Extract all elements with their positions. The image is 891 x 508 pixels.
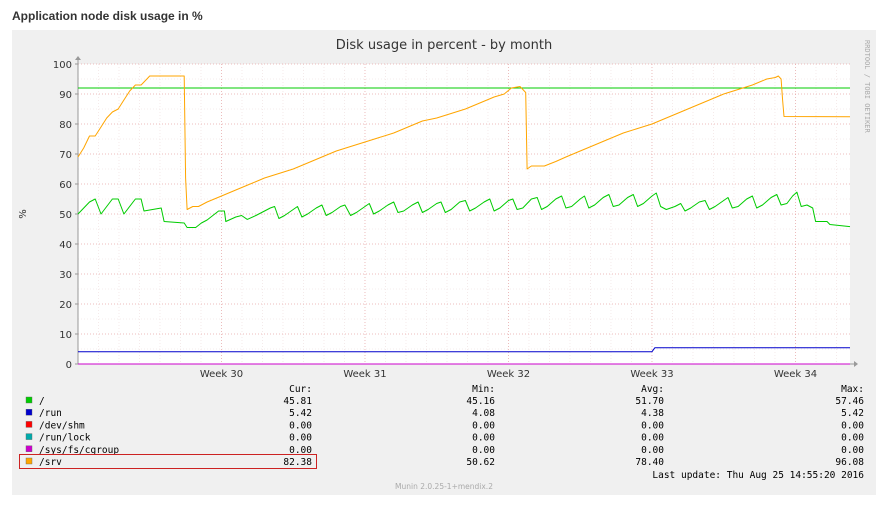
- legend-value: 45.16: [466, 396, 495, 407]
- x-tick-label: Week 34: [774, 369, 817, 380]
- legend-series-name: /dev/shm: [39, 420, 85, 431]
- legend-value: 5.42: [289, 408, 312, 419]
- legend-swatch: [25, 445, 33, 452]
- y-tick-label: 20: [59, 300, 72, 311]
- grid-lines: [77, 63, 850, 365]
- legend-value: 51.70: [635, 396, 664, 407]
- legend-value: 0.00: [289, 433, 312, 444]
- legend-value: 57.46: [835, 396, 864, 407]
- y-tick-label: 70: [59, 150, 72, 161]
- legend-swatch: [25, 421, 33, 428]
- y-tick-label: 100: [53, 60, 72, 71]
- y-axis-arrow: [75, 56, 81, 60]
- legend-series-name: /: [39, 396, 45, 407]
- legend-series-name: /srv: [39, 457, 62, 468]
- series-line-root: [77, 191, 851, 228]
- rrdtool-watermark: RRDTOOL / TOBI OETIKER: [863, 40, 871, 134]
- munin-version: Munin 2.0.25-1+mendix.2: [395, 482, 493, 491]
- legend-value: 0.00: [841, 445, 864, 456]
- legend-value: 4.08: [472, 408, 495, 419]
- page-heading: Application node disk usage in %: [12, 9, 203, 23]
- series-line-run: [78, 347, 850, 353]
- legend-value: 4.38: [641, 408, 664, 419]
- srv-highlight-box: [19, 454, 317, 469]
- series-layer: [77, 75, 851, 365]
- x-tick-label: Week 32: [487, 369, 530, 380]
- legend-header: Avg:: [641, 384, 664, 395]
- legend-header: Max:: [841, 384, 864, 395]
- legend-value: 0.00: [641, 433, 664, 444]
- y-tick-label: 30: [59, 270, 72, 281]
- chart-title: Disk usage in percent - by month: [336, 38, 552, 53]
- legend-value: 96.08: [835, 457, 864, 468]
- legend-series-name: /sys/fs/cgroup: [39, 445, 119, 456]
- x-axis-arrow: [854, 361, 858, 367]
- legend-swatch: [25, 433, 33, 440]
- last-update: Last update: Thu Aug 25 14:55:20 2016: [652, 470, 864, 481]
- legend-swatch: [25, 409, 33, 416]
- legend-value: 0.00: [289, 445, 312, 456]
- y-tick-label: 80: [59, 120, 72, 131]
- legend-value: 82.38: [283, 457, 312, 468]
- y-axis-label: %: [18, 209, 29, 219]
- legend-swatch: [25, 457, 33, 465]
- legend-value: 0.00: [841, 420, 864, 431]
- legend-value: 50.62: [466, 457, 495, 468]
- legend-value: 0.00: [472, 420, 495, 431]
- y-tick-label: 0: [66, 360, 72, 371]
- x-tick-label: Week 30: [200, 369, 243, 380]
- y-tick-label: 90: [59, 90, 72, 101]
- legend-series-name: /run: [39, 408, 62, 419]
- y-tick-label: 40: [59, 240, 72, 251]
- legend-value: 0.00: [641, 445, 664, 456]
- legend-header: Min:: [472, 384, 495, 395]
- disk-usage-chart: Disk usage in percent - by month RRDTOOL…: [18, 38, 871, 491]
- legend-value: 0.00: [472, 433, 495, 444]
- y-tick-label: 60: [59, 180, 72, 191]
- series-line-srv: [77, 75, 851, 210]
- legend-value: 0.00: [472, 445, 495, 456]
- legend: Cur: Min: Avg: Max: / 45.81 45.16 51.70 57.46/ru…: [25, 384, 864, 468]
- legend-value: 0.00: [641, 420, 664, 431]
- y-tick-label: 10: [59, 330, 72, 341]
- legend-header: Cur:: [289, 384, 312, 395]
- legend-series-name: /run/lock: [39, 433, 91, 444]
- legend-swatch: [25, 396, 33, 404]
- legend-value: 0.00: [841, 433, 864, 444]
- plot-area: [78, 64, 850, 364]
- x-tick-label: Week 31: [343, 369, 386, 380]
- legend-value: 78.40: [635, 457, 664, 468]
- legend-value: 45.81: [283, 396, 312, 407]
- y-tick-label: 50: [59, 210, 72, 221]
- legend-value: 0.00: [289, 420, 312, 431]
- x-tick-label: Week 33: [630, 369, 673, 380]
- graph-panel: Disk usage in percent - by month RRDTOOL…: [12, 30, 876, 495]
- legend-value: 5.42: [841, 408, 864, 419]
